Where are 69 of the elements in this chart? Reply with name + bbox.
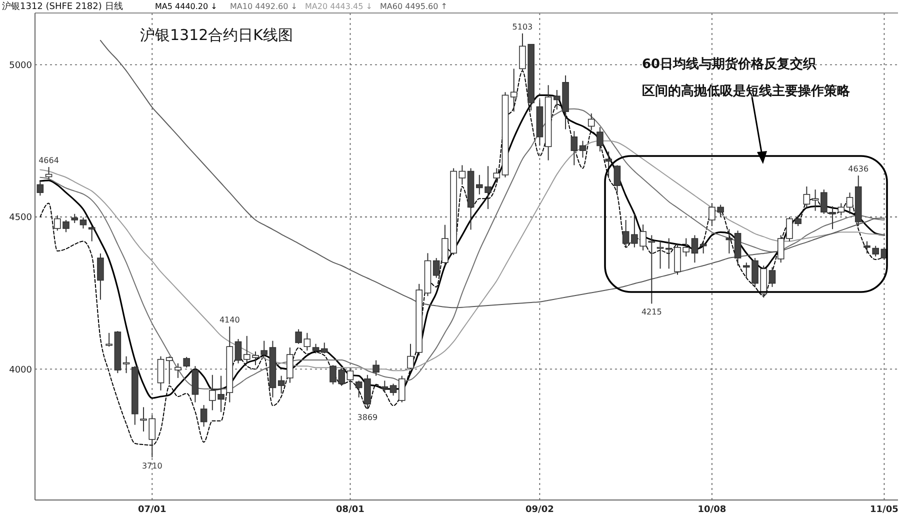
candlestick <box>432 258 440 278</box>
candlestick <box>398 375 406 403</box>
candlestick <box>320 342 328 354</box>
chart-subtitle: 沪银1312 (SHFE 2182) 日线 <box>2 1 123 12</box>
candlestick <box>872 245 879 257</box>
candlestick <box>381 380 388 394</box>
candlestick <box>260 340 268 357</box>
candlestick <box>570 130 578 166</box>
candlestick <box>493 168 500 182</box>
annotation: 3869 <box>357 412 378 422</box>
candlestick <box>312 343 320 354</box>
text: MA10 4492.60 ↓ <box>230 2 298 11</box>
candlestick <box>579 140 586 158</box>
candlestick <box>614 164 621 194</box>
text: 沪银1312合约日K线图 <box>140 26 294 44</box>
candlestick <box>588 112 595 131</box>
candlestick <box>122 356 130 374</box>
y-tick-label: 4000 <box>9 365 32 376</box>
candlestick <box>803 186 810 208</box>
annotation: 4140 <box>219 316 240 325</box>
x-tick-label: 11/05 <box>870 505 898 515</box>
candlestick <box>174 362 182 378</box>
text: MA20 4443.45 ↓ <box>305 2 372 11</box>
candlestick <box>80 217 87 229</box>
candlestick <box>157 356 164 391</box>
candlestick <box>691 234 698 264</box>
annotation: 5103 <box>512 22 533 32</box>
annotation: 4664 <box>38 156 59 166</box>
candlestick <box>88 226 96 242</box>
candlestick <box>355 380 362 398</box>
x-tick-label: 10/08 <box>698 505 726 515</box>
candlestick <box>45 166 52 180</box>
candlestick <box>183 356 190 368</box>
annotation: 4636 <box>848 164 869 174</box>
y-tick-label: 4500 <box>9 213 32 224</box>
candlestick <box>295 328 302 344</box>
candlestick <box>596 126 604 152</box>
candlestick <box>71 213 78 224</box>
candlestick <box>166 356 173 385</box>
annotation: 60日均线与期货价格反复交织 <box>642 56 818 72</box>
candlestick <box>622 219 630 248</box>
candlestick <box>97 252 104 300</box>
candlestick <box>234 338 242 364</box>
candlestick <box>510 68 518 112</box>
candlestick <box>846 192 854 214</box>
candlestick <box>768 266 776 288</box>
candlestick <box>458 164 466 186</box>
text: MA60 4495.60 ↑ <box>380 2 448 11</box>
candlestick <box>346 368 354 390</box>
candlestick <box>304 332 311 352</box>
x-tick-label: 07/01 <box>138 505 166 515</box>
candlestick <box>605 150 612 178</box>
candlestick <box>656 240 664 270</box>
candlestick <box>372 360 380 376</box>
annotation: 4215 <box>641 308 662 317</box>
x-tick-label: 08/01 <box>336 505 364 515</box>
candlestick <box>36 181 44 196</box>
candlestick <box>286 347 294 384</box>
candlestick <box>407 343 414 370</box>
candlestick <box>864 240 870 254</box>
candlestick <box>390 383 397 396</box>
annotation: 3710 <box>142 461 162 470</box>
y-tick-label: 5000 <box>9 60 32 71</box>
x-tick-label: 09/02 <box>526 505 554 515</box>
annotation: 区间的高抛低吸是短线主要操作策略 <box>642 83 851 99</box>
candlestick <box>278 375 285 394</box>
candlestick <box>106 332 112 348</box>
candlestick <box>200 404 208 428</box>
text: MA5 4440.20 ↓ <box>155 2 218 11</box>
